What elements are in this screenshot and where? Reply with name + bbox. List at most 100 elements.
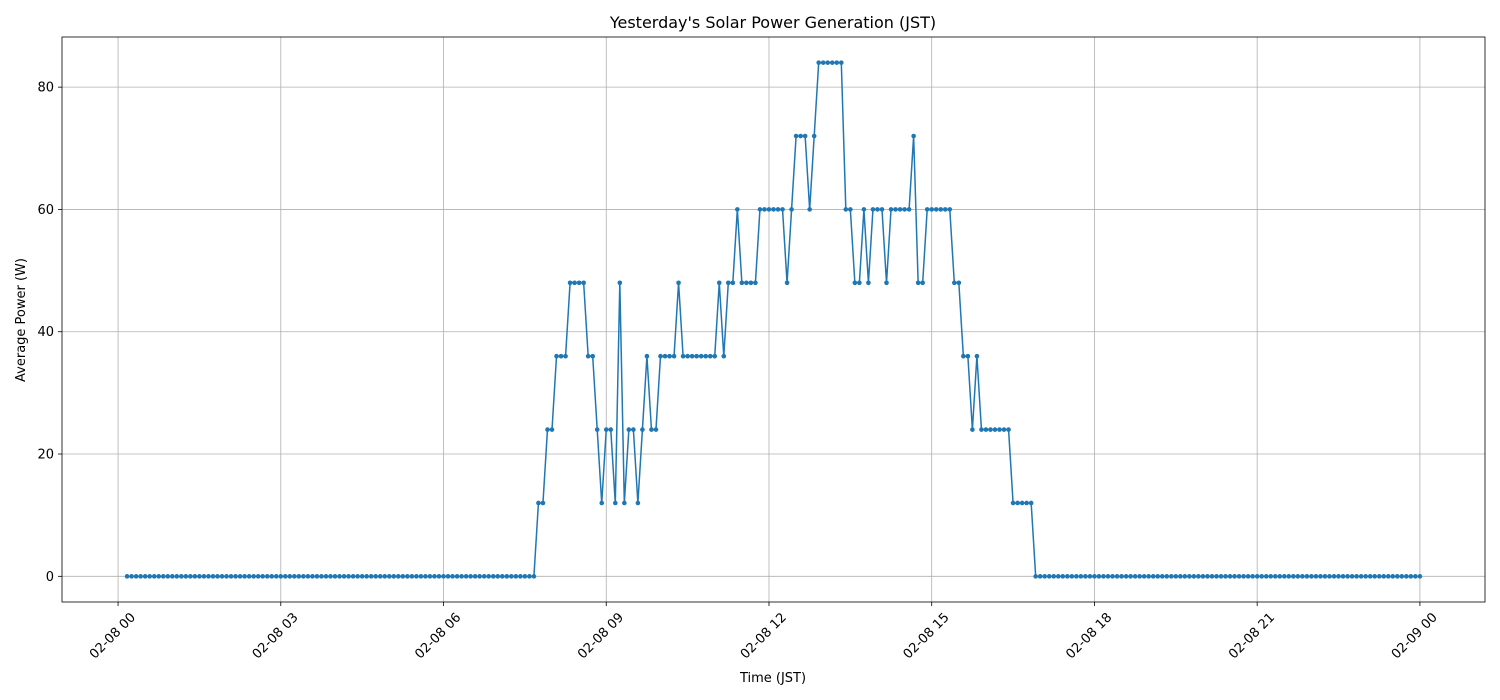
marker bbox=[748, 280, 754, 286]
marker bbox=[454, 574, 460, 579]
marker bbox=[423, 574, 428, 579]
marker bbox=[915, 280, 921, 286]
marker bbox=[929, 207, 935, 212]
marker bbox=[1408, 574, 1414, 579]
marker bbox=[228, 574, 234, 579]
marker bbox=[631, 427, 636, 432]
marker bbox=[612, 500, 618, 506]
marker bbox=[1096, 574, 1102, 579]
marker bbox=[405, 574, 410, 579]
marker bbox=[1182, 574, 1188, 579]
marker bbox=[961, 353, 966, 359]
marker bbox=[1277, 574, 1283, 579]
marker bbox=[875, 207, 880, 212]
marker bbox=[1164, 574, 1170, 579]
marker bbox=[1205, 574, 1210, 579]
marker bbox=[549, 427, 555, 432]
marker bbox=[703, 353, 708, 359]
marker bbox=[775, 207, 781, 212]
marker bbox=[499, 574, 505, 579]
marker bbox=[825, 60, 831, 65]
marker bbox=[983, 427, 989, 432]
marker bbox=[1119, 574, 1124, 579]
y-tick-label: 60 bbox=[37, 203, 54, 218]
marker bbox=[1159, 574, 1165, 579]
marker bbox=[377, 574, 383, 579]
marker bbox=[902, 207, 907, 212]
marker bbox=[780, 207, 785, 212]
marker bbox=[1349, 574, 1355, 579]
marker bbox=[237, 574, 243, 579]
marker bbox=[1281, 574, 1287, 579]
marker bbox=[260, 574, 266, 579]
y-axis-label: Average Power (W) bbox=[14, 258, 29, 382]
marker bbox=[1055, 574, 1061, 579]
marker bbox=[680, 353, 686, 359]
marker bbox=[233, 574, 238, 579]
marker bbox=[337, 574, 342, 579]
marker bbox=[1128, 574, 1133, 579]
marker bbox=[518, 574, 523, 579]
marker bbox=[594, 427, 600, 432]
marker bbox=[1196, 574, 1201, 579]
marker bbox=[201, 574, 207, 579]
marker bbox=[441, 574, 446, 579]
marker bbox=[1132, 574, 1138, 579]
marker bbox=[753, 280, 758, 286]
marker bbox=[784, 280, 790, 286]
marker bbox=[1187, 574, 1192, 579]
marker bbox=[368, 574, 374, 579]
marker bbox=[1340, 574, 1346, 579]
marker bbox=[1024, 500, 1029, 506]
marker bbox=[1399, 574, 1405, 579]
marker bbox=[400, 574, 406, 579]
marker bbox=[1168, 574, 1174, 579]
y-tick-label: 80 bbox=[37, 81, 54, 96]
marker bbox=[676, 280, 681, 286]
marker bbox=[1318, 574, 1323, 579]
marker bbox=[269, 574, 275, 579]
marker bbox=[386, 574, 392, 579]
marker bbox=[816, 60, 822, 65]
marker bbox=[1015, 500, 1020, 506]
marker bbox=[1065, 574, 1070, 579]
marker bbox=[486, 574, 492, 579]
marker bbox=[653, 427, 659, 432]
marker bbox=[418, 574, 424, 579]
marker bbox=[513, 574, 519, 579]
marker bbox=[793, 133, 799, 139]
marker bbox=[206, 574, 211, 579]
marker bbox=[970, 427, 975, 432]
marker bbox=[287, 574, 293, 579]
marker bbox=[725, 280, 731, 286]
marker bbox=[1051, 574, 1057, 579]
marker bbox=[979, 427, 984, 432]
marker bbox=[305, 574, 311, 579]
marker bbox=[1218, 574, 1224, 579]
marker bbox=[255, 574, 261, 579]
marker bbox=[355, 574, 360, 579]
marker bbox=[490, 574, 496, 579]
marker bbox=[414, 574, 419, 579]
marker bbox=[1263, 574, 1269, 579]
marker bbox=[762, 207, 767, 212]
marker bbox=[341, 574, 347, 579]
marker bbox=[1241, 574, 1246, 579]
marker bbox=[1345, 574, 1350, 579]
marker bbox=[1331, 574, 1337, 579]
marker bbox=[771, 207, 776, 212]
marker bbox=[192, 574, 198, 579]
marker bbox=[1254, 574, 1260, 579]
marker bbox=[1046, 574, 1052, 579]
marker bbox=[1322, 574, 1328, 579]
marker bbox=[1214, 574, 1219, 579]
marker bbox=[694, 353, 699, 359]
marker bbox=[1272, 574, 1278, 579]
marker bbox=[1105, 574, 1111, 579]
marker bbox=[707, 353, 713, 359]
marker bbox=[197, 574, 202, 579]
marker bbox=[1304, 574, 1310, 579]
marker bbox=[391, 574, 397, 579]
marker bbox=[531, 574, 537, 579]
